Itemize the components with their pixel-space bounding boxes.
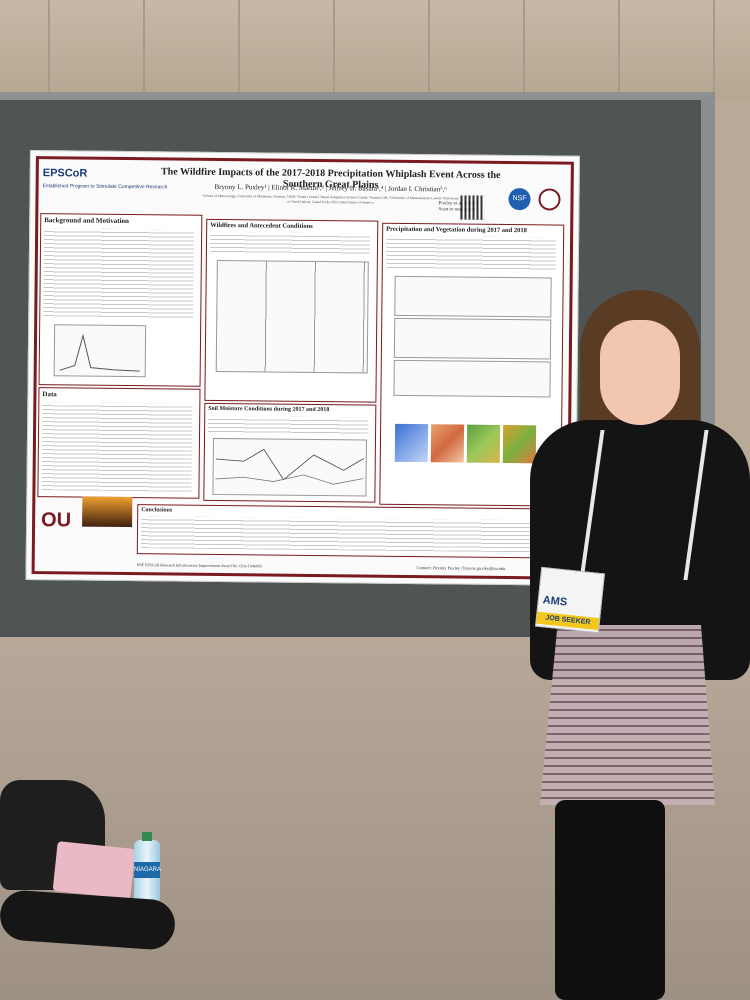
- name-badge: AMS JOB SEEKER: [535, 566, 605, 634]
- ou-logo: OU: [41, 509, 72, 532]
- epscor-logo: EPSCoR: [42, 167, 88, 180]
- soil-text: [208, 415, 369, 436]
- bottle-cap: [142, 832, 152, 841]
- black-tights: [555, 800, 665, 1000]
- soil-figure: [212, 437, 367, 497]
- plaid-skirt: [540, 625, 715, 805]
- soil-heading: Soil Moisture Conditions during 2017 and…: [208, 405, 330, 414]
- conclusions-text: [140, 516, 554, 553]
- water-bottle: NIAGARA: [134, 832, 161, 902]
- face: [600, 320, 680, 425]
- map-panel-2: [430, 424, 465, 463]
- background-heading: Background and Motivation: [44, 216, 129, 226]
- wildfires-panel: Wildfires and Antecedent Conditions: [204, 218, 379, 403]
- badge-org: AMS: [542, 594, 568, 609]
- background-line-plot: [59, 333, 140, 372]
- background-figure: [53, 324, 147, 378]
- wildfires-heading: Wildfires and Antecedent Conditions: [210, 221, 313, 230]
- wildfires-figure-grid: [215, 259, 369, 374]
- data-panel: Data: [37, 387, 201, 499]
- contact-text: Contact: Bryony Puxley | bryony.puxley@o…: [416, 565, 506, 572]
- data-heading: Data: [42, 390, 57, 399]
- presenter-person: AMS JOB SEEKER: [520, 280, 750, 1000]
- bottle-label: NIAGARA: [134, 862, 161, 878]
- badge-role: JOB SEEKER: [536, 611, 600, 631]
- lanyard: [579, 430, 709, 580]
- research-poster: EPSCoR Established Program to Stimulate …: [25, 150, 580, 586]
- pink-notebook: [52, 841, 136, 899]
- nsf-logo: NSF: [508, 188, 531, 211]
- conclusions-panel: Conclusions: [136, 504, 562, 559]
- qr-code: [460, 195, 485, 220]
- wall-background: [0, 0, 750, 100]
- wildfire-photo: [82, 496, 133, 528]
- background-panel: Background and Motivation: [38, 213, 203, 387]
- background-text: [43, 228, 195, 320]
- precip-text: [385, 235, 557, 272]
- conclusions-heading: Conclusions: [141, 507, 173, 514]
- data-text: [41, 402, 193, 492]
- university-seal: [538, 188, 561, 211]
- map-panel-1: [394, 423, 429, 463]
- soil-panel: Soil Moisture Conditions during 2017 and…: [203, 402, 377, 503]
- soil-line-plot: [215, 448, 364, 485]
- wildfires-text: [209, 231, 371, 256]
- precip-heading: Precipitation and Vegetation during 2017…: [386, 225, 527, 235]
- map-panel-3: [466, 424, 501, 463]
